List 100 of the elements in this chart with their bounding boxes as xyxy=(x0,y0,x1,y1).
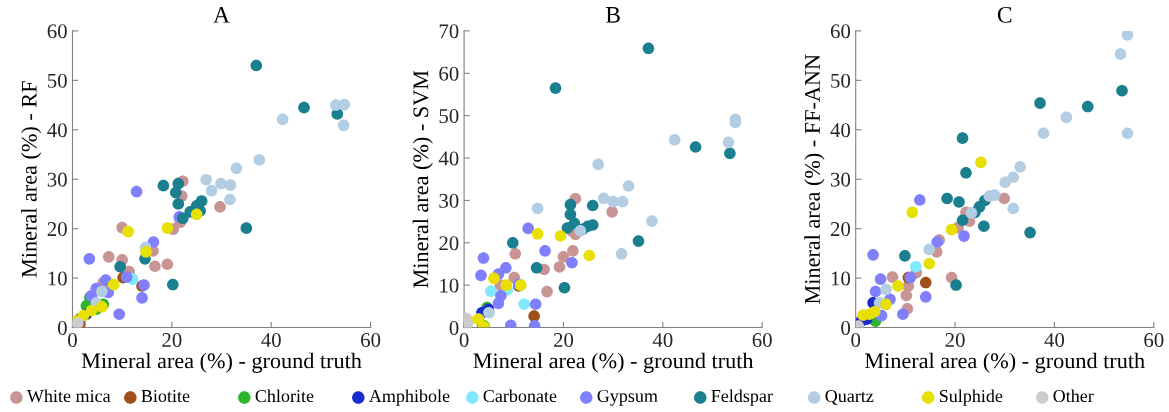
point xyxy=(923,257,936,270)
x-tick-label: 40 xyxy=(261,333,281,348)
y-tick-label: 60 xyxy=(439,66,459,81)
point xyxy=(298,101,310,114)
point xyxy=(558,281,571,294)
point xyxy=(190,208,203,221)
point xyxy=(958,230,970,242)
point xyxy=(477,252,490,264)
point xyxy=(564,198,577,211)
point xyxy=(522,222,534,235)
point xyxy=(668,134,681,146)
point xyxy=(224,179,237,191)
point xyxy=(869,285,882,298)
point xyxy=(253,154,266,166)
point xyxy=(539,245,551,257)
point xyxy=(557,250,570,263)
point xyxy=(240,222,253,234)
point xyxy=(724,147,736,160)
point xyxy=(518,298,531,311)
x-tick-label: 60 xyxy=(1144,333,1164,348)
point xyxy=(113,308,125,320)
point xyxy=(541,285,553,298)
chart-title: B xyxy=(605,7,620,23)
x-tick-label: 20 xyxy=(553,333,574,348)
point xyxy=(950,279,962,291)
point xyxy=(506,236,519,249)
point xyxy=(910,260,922,273)
point xyxy=(172,198,185,210)
point xyxy=(899,250,911,262)
point xyxy=(161,258,174,271)
point xyxy=(956,132,969,144)
legend-label: Gypsum xyxy=(597,389,658,406)
y-tick-label: 30 xyxy=(439,193,459,208)
point xyxy=(1034,97,1046,109)
y-tick-label: 20 xyxy=(830,222,851,237)
point xyxy=(1121,30,1134,41)
y-axis-title: Mineral area (%) - FF-ANN xyxy=(804,54,825,304)
y-tick-label: 60 xyxy=(47,24,67,39)
point xyxy=(157,179,170,192)
point xyxy=(528,310,540,322)
point xyxy=(1060,111,1073,124)
point xyxy=(195,195,208,207)
point xyxy=(509,247,522,260)
y-axis-title: Mineral area (%) - SVM xyxy=(412,70,433,288)
point xyxy=(566,256,578,269)
point xyxy=(900,289,913,302)
point xyxy=(114,260,126,273)
y-tick-label: 10 xyxy=(48,271,67,286)
point xyxy=(564,208,577,221)
point xyxy=(1114,48,1127,60)
point xyxy=(549,82,562,94)
point xyxy=(167,278,179,291)
point xyxy=(568,217,581,230)
point xyxy=(857,309,869,321)
point xyxy=(945,223,958,236)
point xyxy=(632,235,645,247)
y-tick-label: 0 xyxy=(449,320,459,335)
x-tick-label: 40 xyxy=(652,333,673,348)
y-tick-label: 10 xyxy=(831,271,851,286)
x-axis-title: Mineral area (%) - ground truth xyxy=(473,352,754,373)
point xyxy=(224,193,236,206)
y-tick-label: 10 xyxy=(440,278,459,293)
x-axis-title: Mineral area (%) - ground truth xyxy=(865,352,1145,373)
x-tick-label: 60 xyxy=(752,333,772,348)
point xyxy=(606,206,618,218)
y-tick-label: 30 xyxy=(47,172,67,187)
x-tick-label: 20 xyxy=(162,333,182,348)
y-tick-label: 20 xyxy=(47,222,67,237)
point xyxy=(906,206,919,219)
legend-label: Quartz xyxy=(825,389,874,405)
point xyxy=(953,196,965,208)
point xyxy=(529,298,542,311)
point xyxy=(337,119,350,132)
point xyxy=(689,141,702,153)
point xyxy=(122,225,134,238)
legend-label: White mica xyxy=(26,389,111,403)
point xyxy=(500,261,512,274)
point xyxy=(130,185,143,198)
point xyxy=(1014,161,1026,173)
point xyxy=(975,156,987,169)
legend-label: Carbonate xyxy=(483,389,557,403)
y-tick-label: 50 xyxy=(831,73,851,88)
x-tick-label: 0 xyxy=(68,333,77,348)
chart-title: A xyxy=(213,6,230,23)
y-tick-label: 40 xyxy=(830,123,851,138)
x-tick-label: 0 xyxy=(851,333,861,348)
y-tick-label: 0 xyxy=(841,320,851,335)
y-axis-title: Mineral area (%) - RF xyxy=(21,81,42,278)
point xyxy=(107,278,120,291)
point xyxy=(500,279,513,291)
point xyxy=(553,261,566,273)
x-tick-label: 60 xyxy=(361,333,381,348)
point xyxy=(488,272,500,285)
y-tick-label: 30 xyxy=(831,172,851,187)
point xyxy=(874,273,887,285)
point xyxy=(999,176,1012,188)
y-tick-label: 60 xyxy=(830,24,851,39)
point xyxy=(722,136,735,149)
point xyxy=(250,59,263,72)
point xyxy=(170,186,182,199)
